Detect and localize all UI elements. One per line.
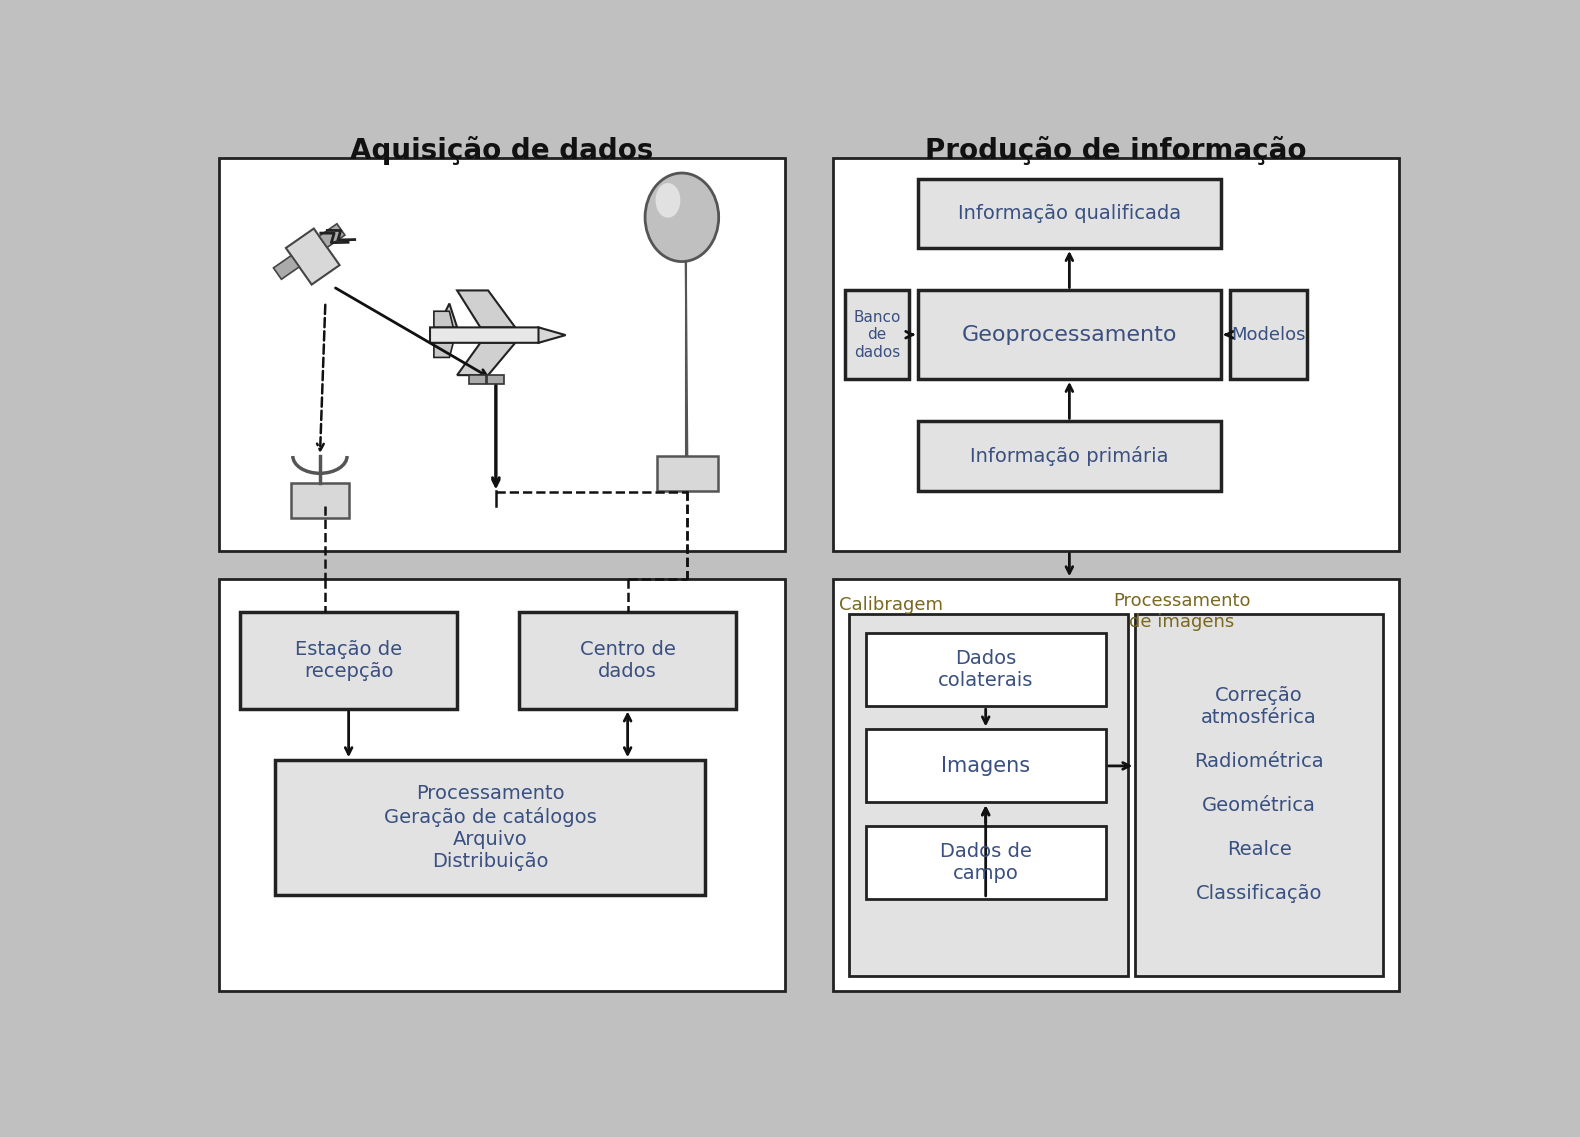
Bar	[1229, 290, 1307, 379]
Polygon shape	[273, 256, 299, 280]
Text: Banco
de
dados: Banco de dados	[853, 309, 901, 359]
Bar	[291, 483, 349, 517]
Polygon shape	[430, 327, 558, 342]
Polygon shape	[438, 304, 457, 327]
Bar	[833, 579, 1398, 991]
Polygon shape	[469, 375, 485, 384]
Text: Informação qualificada: Informação qualificada	[957, 204, 1180, 223]
Text: Estação de
recepção: Estação de recepção	[295, 640, 403, 681]
Text: Centro de
dados: Centro de dados	[580, 640, 676, 681]
Text: Geoprocessamento: Geoprocessamento	[962, 325, 1177, 345]
Bar	[1136, 614, 1382, 976]
Text: Produção de informação: Produção de informação	[926, 135, 1307, 165]
Polygon shape	[457, 342, 515, 375]
Bar	[520, 613, 736, 708]
Text: Dados
colaterais: Dados colaterais	[939, 649, 1033, 690]
Ellipse shape	[656, 183, 681, 217]
Bar	[918, 179, 1220, 248]
Text: Calibragem: Calibragem	[839, 596, 943, 614]
Polygon shape	[457, 290, 515, 327]
Bar	[918, 422, 1220, 491]
Polygon shape	[435, 342, 453, 357]
Ellipse shape	[645, 173, 719, 262]
Text: Dados de
campo: Dados de campo	[940, 841, 1032, 882]
Text: Processamento
de imagens: Processamento de imagens	[1112, 592, 1250, 631]
Polygon shape	[539, 327, 566, 342]
Text: Modelos: Modelos	[1231, 325, 1305, 343]
Text: Informação primária: Informação primária	[970, 446, 1169, 466]
Text: Imagens: Imagens	[942, 756, 1030, 775]
Text: Aquisição de dados: Aquisição de dados	[351, 135, 654, 165]
Polygon shape	[286, 229, 340, 284]
Bar	[845, 290, 908, 379]
Bar	[833, 158, 1398, 550]
Bar	[657, 456, 717, 491]
Text: Correção
atmosférica

Radiométrica

Geométrica

Realce

Classificação: Correção atmosférica Radiométrica Geomét…	[1194, 687, 1324, 903]
Bar	[240, 613, 457, 708]
Bar	[220, 158, 785, 550]
Bar	[866, 729, 1106, 803]
Bar	[918, 290, 1220, 379]
Bar	[275, 761, 705, 895]
Bar	[866, 825, 1106, 898]
Bar	[866, 633, 1106, 706]
Bar	[220, 579, 785, 991]
Polygon shape	[435, 312, 453, 327]
Polygon shape	[319, 224, 344, 248]
Polygon shape	[487, 375, 504, 384]
Bar	[848, 614, 1128, 976]
Text: Processamento
Geração de catálogos
Arquivo
Distribuição: Processamento Geração de catálogos Arqui…	[384, 785, 596, 871]
